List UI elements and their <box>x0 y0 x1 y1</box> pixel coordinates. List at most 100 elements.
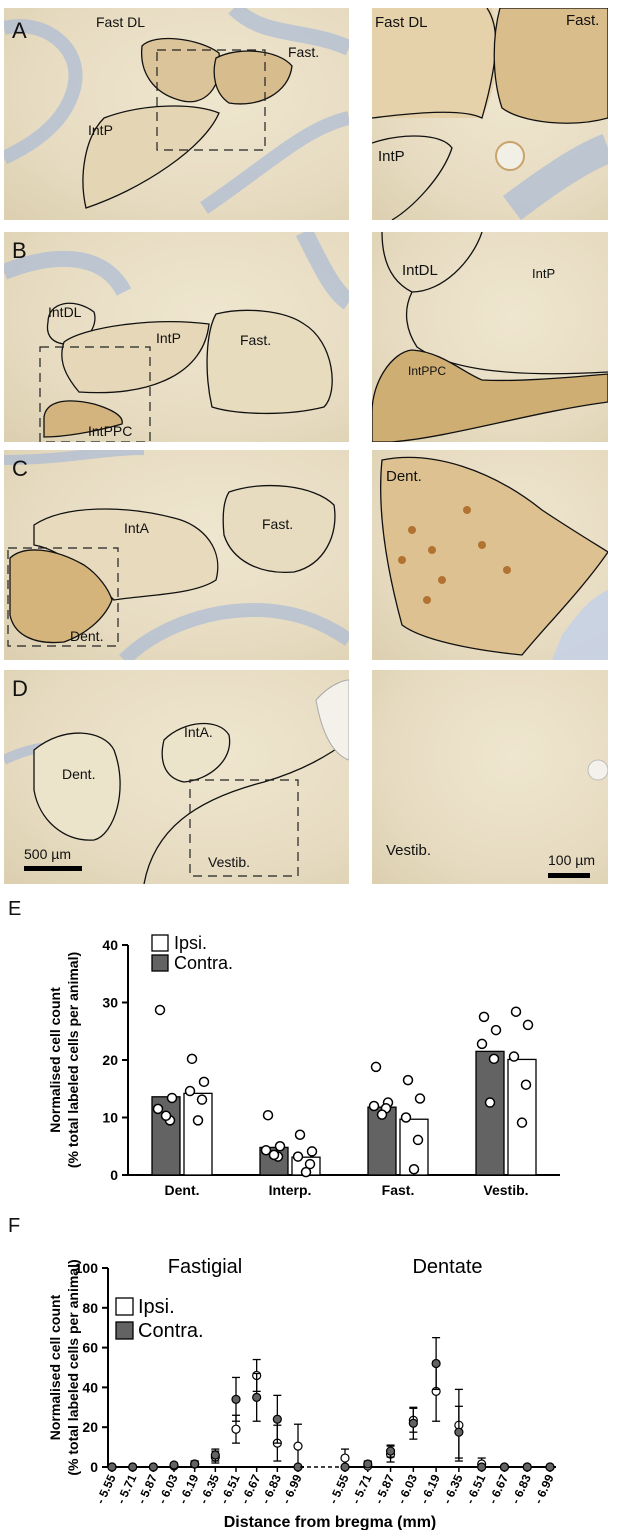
data-point-ipsi <box>293 1441 303 1451</box>
panel-letter-b: B <box>12 238 27 263</box>
data-point <box>370 1061 382 1073</box>
region-label-fast-dl-zoom: Fast DL <box>375 14 428 31</box>
data-point <box>408 1164 420 1175</box>
panel-c-left-micrograph: C IntA Fast. Dent. <box>4 450 349 660</box>
data-point-contra <box>210 1450 220 1460</box>
region-label-inta: IntA <box>124 520 149 536</box>
legend-swatch-contra <box>151 954 169 972</box>
y-tick-label: 10 <box>102 1110 118 1126</box>
region-label-dent-zoom: Dent. <box>386 468 422 485</box>
legend-label-ipsi: Ipsi. <box>174 933 207 953</box>
data-point-contra <box>363 1459 373 1469</box>
panel-d-left-outlines <box>4 679 349 884</box>
region-label-fast-c: Fast. <box>262 516 294 532</box>
panel-a-left-micrograph: A Fast DL Fast. IntP <box>4 8 349 220</box>
data-point <box>274 1141 286 1152</box>
data-point <box>196 1094 208 1105</box>
data-point-contra <box>431 1358 441 1369</box>
group-title: Dentate <box>412 1256 482 1278</box>
data-point <box>152 1103 164 1115</box>
data-point <box>516 1117 528 1128</box>
x-axis-label: Distance from bregma (mm) <box>224 1514 437 1530</box>
data-point <box>508 1051 520 1062</box>
y-axis-label: Normalised cell count <box>47 1294 63 1440</box>
data-point-contra <box>169 1460 179 1470</box>
data-point-contra <box>128 1462 138 1472</box>
legend-label-contra: Contra. <box>138 1320 204 1342</box>
x-tick-label: - 6.99 <box>531 1472 557 1506</box>
data-point <box>306 1146 318 1157</box>
y-tick-label: 0 <box>110 1167 118 1183</box>
data-point-contra <box>545 1462 555 1472</box>
x-tick-label: - 6.83 <box>508 1472 534 1506</box>
figure-letter-e: E <box>8 898 22 920</box>
x-tick-label: - 6.35 <box>440 1472 466 1506</box>
data-point <box>478 1011 490 1023</box>
panel-letter-c: C <box>12 456 28 481</box>
region-label-vestib-d: Vestib. <box>208 854 251 870</box>
region-label-vestib-zoom: Vestib. <box>386 842 432 859</box>
region-label-intppc-zoom: IntPPC <box>408 364 447 378</box>
data-point <box>376 1109 388 1120</box>
data-point <box>192 1115 204 1126</box>
chart-f: 0 20 40 60 80 100 Normalised cell count (% tota… <box>47 1256 557 1530</box>
x-tick-label: - 6.99 <box>279 1472 305 1506</box>
data-point-contra <box>340 1462 350 1472</box>
y-axis-label: Normalised cell count <box>47 987 63 1133</box>
legend-swatch-ipsi <box>151 934 169 952</box>
panel-letter-a: A <box>12 18 27 43</box>
panel-b-right-outlines <box>372 232 608 442</box>
panel-d-left-micrograph: D Dent. IntA. Vestib. 500 µm <box>4 670 349 884</box>
scalebar-label-left: 500 µm <box>24 846 71 862</box>
group-title: Fastigial <box>168 1256 242 1278</box>
x-tick-label: Vestib. <box>483 1182 528 1198</box>
data-point-contra <box>477 1462 487 1472</box>
panel-a-right-micrograph: Fast DL Fast. IntP <box>372 8 608 220</box>
bar-ipsi <box>183 1092 213 1176</box>
y-axis-label-2: (% total labeled cells per animal) <box>65 1259 81 1475</box>
data-point-contra <box>385 1446 396 1456</box>
data-point-contra <box>522 1462 532 1472</box>
panel-b-right-micrograph: IntDL IntP IntPPC <box>372 232 608 442</box>
data-point <box>300 1166 312 1178</box>
x-tick-label: Interp. <box>269 1182 312 1198</box>
data-point <box>160 1110 172 1122</box>
y-tick-label: 40 <box>102 937 118 953</box>
region-label-intp: IntP <box>88 122 113 138</box>
data-point <box>154 1004 166 1016</box>
y-axis-label-2: (% total labeled cells per animal) <box>65 952 81 1168</box>
chart-e: 0 10 20 30 40 Normalised cell count (% total l… <box>47 933 560 1198</box>
data-point <box>510 1006 522 1017</box>
x-tick-label: - 5.87 <box>372 1472 398 1506</box>
data-point <box>412 1134 424 1146</box>
region-label-inta-d: IntA. <box>184 724 213 740</box>
data-point <box>294 1129 306 1140</box>
x-tick-label: - 6.03 <box>394 1472 420 1506</box>
data-point <box>166 1092 178 1104</box>
panel-b-left-micrograph: B IntDL IntP Fast. IntPPC <box>4 232 349 442</box>
legend-swatch-contra <box>115 1321 134 1340</box>
region-label-intppc: IntPPC <box>88 423 133 439</box>
data-point <box>476 1038 488 1050</box>
data-point-contra <box>231 1394 241 1404</box>
y-tick-label: 20 <box>82 1419 98 1435</box>
y-tick-label: 80 <box>82 1300 98 1316</box>
panel-b-left-outlines <box>4 232 349 442</box>
panel-letter-d: D <box>12 676 28 701</box>
region-label-intp-b: IntP <box>156 330 181 346</box>
data-point-contra <box>148 1462 158 1472</box>
panel-c-left-outlines <box>4 450 349 660</box>
data-point-contra <box>499 1462 510 1472</box>
data-point <box>520 1079 532 1090</box>
x-tick-label: Dent. <box>165 1182 200 1198</box>
figure-letter-f: F <box>8 1215 21 1237</box>
bar-ipsi <box>507 1058 537 1176</box>
region-label-dent-d: Dent. <box>62 766 96 782</box>
region-label-fast-dl: Fast DL <box>96 14 146 30</box>
x-tick-label: - 6.19 <box>417 1472 443 1506</box>
data-point <box>184 1085 196 1097</box>
scalebar-label-right: 100 µm <box>548 852 595 868</box>
data-point <box>400 1112 412 1123</box>
data-point <box>368 1100 380 1112</box>
data-point <box>268 1149 280 1161</box>
